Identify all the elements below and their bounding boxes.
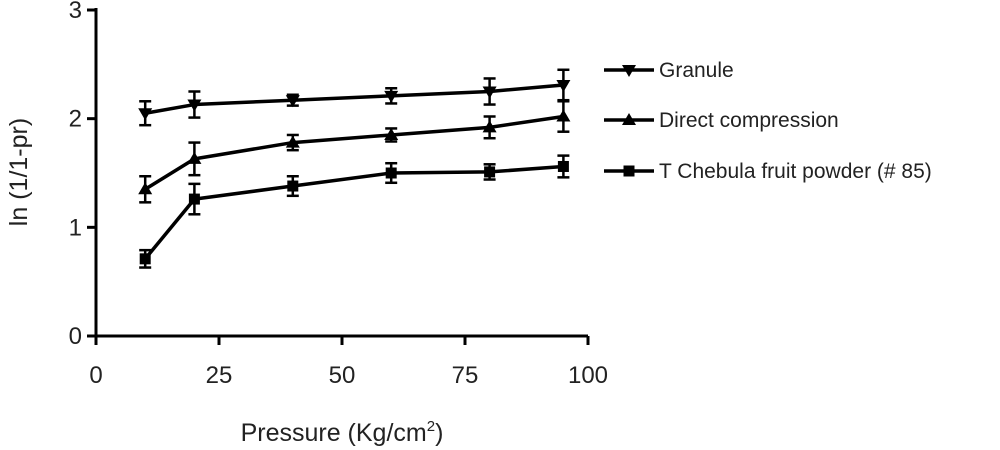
y-tick-label: 2 — [69, 106, 82, 133]
plot-area — [138, 68, 571, 269]
legend: Granule Direct compression T Chebula fruit… — [604, 59, 932, 183]
y-tick-label: 1 — [69, 214, 82, 241]
series-line — [144, 114, 564, 191]
x-tick-label: 25 — [206, 362, 233, 389]
data-point — [187, 151, 202, 164]
legend-label: Direct compression — [659, 109, 839, 132]
x-tick-label: 75 — [452, 362, 479, 389]
series-0 — [138, 68, 571, 127]
x-axis-title-main: Pressure (Kg/cm — [241, 419, 427, 447]
legend-item: T Chebula fruit powder (# 85) — [604, 160, 932, 183]
data-point — [188, 193, 200, 205]
legend-label: T Chebula fruit powder (# 85) — [659, 160, 932, 183]
series-2 — [139, 154, 570, 269]
data-point — [482, 86, 497, 99]
tick-labels: 0 1 2 3 0 25 50 75 100 — [69, 0, 608, 389]
ticks — [87, 8, 590, 345]
x-tick-label: 50 — [329, 362, 356, 389]
data-point — [556, 109, 571, 122]
legend-item: Direct compression — [604, 109, 839, 132]
axes — [94, 8, 588, 338]
x-axis-title-end: ) — [435, 419, 443, 447]
data-point — [484, 166, 496, 178]
data-point — [556, 79, 571, 92]
data-point — [138, 182, 153, 195]
legend-label: Granule — [659, 59, 734, 82]
data-point — [384, 127, 399, 140]
y-tick-label: 3 — [69, 0, 82, 24]
data-point — [285, 135, 300, 148]
data-point — [138, 108, 153, 121]
data-point — [384, 90, 399, 103]
series-line — [143, 164, 564, 260]
legend-marker — [623, 165, 635, 177]
series-1 — [138, 100, 571, 204]
x-axis-title: Pressure (Kg/cm2) — [241, 418, 444, 447]
legend-marker — [622, 65, 636, 77]
x-tick-label: 100 — [568, 362, 608, 389]
data-point — [557, 160, 569, 172]
x-axis-title-superscript: 2 — [427, 418, 435, 435]
data-point — [482, 120, 497, 133]
series-line — [144, 83, 564, 115]
x-tick-label: 0 — [89, 362, 102, 389]
y-tick-label: 0 — [69, 323, 82, 350]
data-point — [187, 99, 202, 112]
y-axis-title: ln (1/1-pr) — [5, 118, 33, 226]
data-point — [285, 95, 300, 108]
data-point — [287, 180, 299, 192]
data-point — [139, 253, 151, 265]
data-point — [385, 167, 397, 179]
legend-item: Granule — [604, 59, 734, 82]
legend-marker — [622, 113, 636, 125]
